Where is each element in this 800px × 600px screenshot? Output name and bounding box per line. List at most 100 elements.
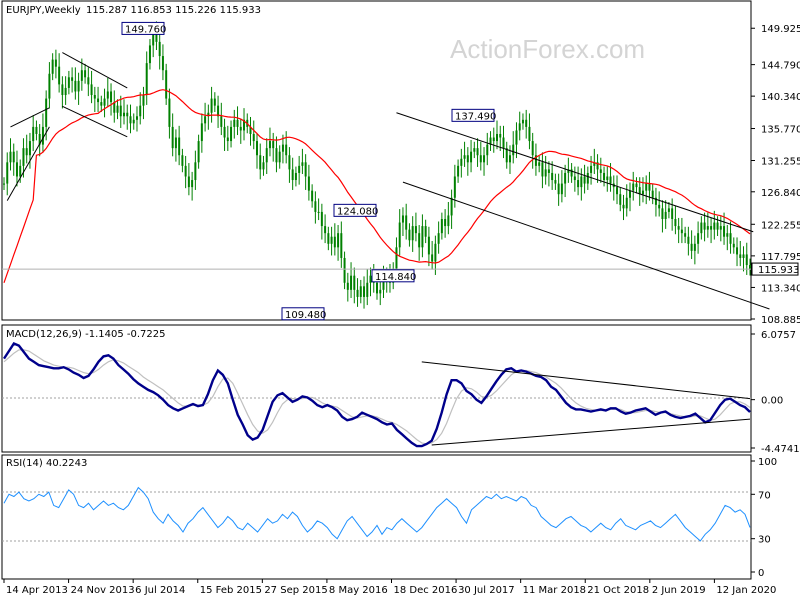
price-bar-body — [168, 98, 171, 127]
price-bar-body — [84, 70, 87, 78]
price-bar-body — [307, 176, 310, 191]
price-bar-body — [476, 148, 479, 156]
x-axis-tick-label: 11 Mar 2018 — [523, 585, 586, 596]
price-bar-body — [706, 226, 709, 230]
price-bar-body — [285, 144, 288, 156]
level-label-box — [121, 21, 165, 35]
trendline-early-lower — [6, 126, 50, 201]
price-bar-body — [512, 144, 515, 156]
price-bar-body — [45, 98, 48, 127]
price-bar-body — [74, 80, 77, 92]
price-bar-body — [521, 119, 524, 124]
price-bar-body — [457, 165, 460, 177]
price-bar-body — [684, 233, 687, 237]
price-bar-body — [19, 165, 22, 177]
macd-axis-tick-label: 6.0757 — [761, 330, 796, 341]
price-bar-body — [194, 162, 197, 181]
level-label: 124.080 — [337, 206, 378, 217]
price-bar-body — [340, 233, 343, 258]
price-bar-body — [398, 222, 401, 248]
price-bar-body — [719, 226, 722, 230]
price-bar-body — [736, 247, 739, 255]
price-bar-body — [54, 59, 57, 67]
price-bar-body — [677, 226, 680, 230]
price-bar-body — [486, 144, 489, 156]
price-bar-body — [48, 73, 51, 99]
price-bar-body — [502, 137, 505, 149]
price-bar-body — [294, 172, 297, 181]
price-bar-body — [363, 286, 366, 297]
price-bar-body — [191, 180, 194, 188]
price-bar-body — [25, 148, 28, 156]
price-bar-body — [638, 187, 641, 195]
price-bar-body — [142, 95, 145, 106]
price-bar-body — [444, 218, 447, 227]
price-bar-body — [38, 133, 41, 145]
price-bar-body — [648, 183, 651, 191]
price-bar-body — [557, 183, 560, 195]
macd-axis-tick-label: 0.00 — [761, 396, 783, 407]
x-axis-tick-label: 14 Apr 2013 — [6, 585, 68, 596]
price-bar-body — [645, 183, 648, 191]
x-axis-tick-label: 18 Dec 2016 — [393, 585, 457, 596]
price-bar-body — [93, 95, 96, 99]
price-bar-body — [619, 194, 622, 205]
price-bar-body — [80, 70, 83, 81]
price-bar-body — [583, 176, 586, 184]
price-bar-body — [135, 116, 138, 120]
price-bar-body — [625, 197, 628, 209]
price-bar-body — [713, 222, 716, 230]
rsi-axis-tick-label: 70 — [758, 490, 771, 501]
trendline-triangle-upper — [62, 52, 128, 89]
price-bar-body — [139, 105, 142, 117]
price-bar-body — [667, 208, 670, 212]
price-bar-body — [356, 289, 359, 297]
price-bar-body — [654, 197, 657, 205]
rsi-axis-tick-label: 0 — [758, 568, 764, 579]
rsi-axis-tick-label: 30 — [758, 535, 771, 546]
price-bar-body — [489, 137, 492, 145]
price-bar-body — [590, 165, 593, 173]
price-bar-body — [693, 243, 696, 251]
current-price-box — [751, 262, 799, 276]
price-bar-body — [434, 243, 437, 262]
price-bar-body — [395, 247, 398, 269]
price-bar-body — [233, 119, 236, 127]
price-bar-body — [641, 190, 644, 195]
price-bar-body — [596, 162, 599, 170]
price-bar-body — [262, 162, 265, 170]
macd-axis-tick-label: -4.4741 — [761, 444, 800, 455]
price-bar-body — [554, 180, 557, 184]
price-axis-tick-label: 108.885 — [761, 315, 800, 326]
price-bar-body — [129, 116, 132, 124]
price-bar-body — [496, 133, 499, 142]
price-bar-body — [22, 148, 25, 166]
channel-lower-line — [402, 181, 770, 310]
price-bar-body — [628, 190, 631, 198]
price-bar-body — [460, 158, 463, 166]
level-label: 109.480 — [285, 310, 326, 321]
x-axis-tick-label: 30 Jul 2017 — [458, 585, 515, 596]
price-bar-body — [749, 265, 751, 270]
price-bar-body — [440, 218, 443, 234]
price-bar-body — [414, 226, 417, 234]
price-bar-body — [369, 275, 372, 283]
price-bar-body — [207, 112, 210, 117]
price-bar-body — [291, 169, 294, 181]
price-bar-body — [671, 208, 674, 219]
price-bar-body — [327, 233, 330, 244]
price-bar-body — [197, 141, 200, 163]
price-bar-body — [732, 243, 735, 248]
price-bar-body — [353, 275, 356, 290]
price-bar-body — [463, 155, 466, 159]
price-bar-body — [421, 226, 424, 248]
price-bar-body — [87, 77, 90, 85]
price-bar-body — [424, 226, 427, 237]
price-bar-body — [106, 91, 109, 99]
price-bar-body — [210, 98, 213, 113]
price-bar-body — [165, 70, 168, 99]
moving-average-line — [3, 89, 751, 283]
price-bar-body — [541, 162, 544, 177]
price-bar-body — [680, 229, 683, 234]
